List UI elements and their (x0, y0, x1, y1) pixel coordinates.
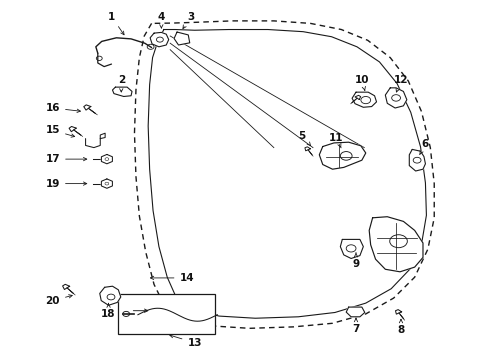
Text: 13: 13 (169, 334, 202, 348)
Polygon shape (150, 32, 168, 47)
Polygon shape (85, 133, 105, 148)
Text: 6: 6 (419, 139, 428, 154)
Text: 19: 19 (45, 179, 86, 189)
Polygon shape (101, 154, 112, 164)
Bar (118, 294, 215, 334)
Text: 15: 15 (45, 125, 75, 137)
Text: 20: 20 (45, 295, 72, 306)
Text: 8: 8 (397, 319, 404, 336)
Polygon shape (368, 217, 422, 272)
Text: 3: 3 (183, 12, 194, 28)
Text: 16: 16 (45, 103, 80, 113)
Polygon shape (340, 239, 363, 258)
Polygon shape (62, 284, 70, 289)
Polygon shape (319, 142, 365, 169)
Polygon shape (305, 147, 310, 151)
Text: 7: 7 (351, 318, 359, 334)
Text: 14: 14 (150, 273, 194, 283)
Text: 11: 11 (328, 132, 343, 148)
Polygon shape (385, 88, 406, 108)
Text: 10: 10 (354, 75, 368, 90)
Polygon shape (346, 307, 364, 317)
Polygon shape (354, 95, 360, 99)
Polygon shape (69, 126, 76, 132)
Polygon shape (101, 179, 112, 188)
Text: 5: 5 (298, 131, 310, 146)
Polygon shape (112, 87, 132, 96)
Text: 2: 2 (118, 75, 124, 92)
Polygon shape (83, 105, 91, 110)
Text: 4: 4 (157, 12, 165, 28)
Text: 12: 12 (393, 75, 407, 92)
Text: 18: 18 (101, 303, 116, 319)
Polygon shape (408, 149, 425, 171)
Text: 1: 1 (108, 12, 124, 35)
Polygon shape (351, 92, 376, 107)
Polygon shape (174, 32, 189, 45)
Polygon shape (100, 286, 121, 305)
Polygon shape (395, 310, 401, 314)
Text: 17: 17 (45, 154, 86, 164)
Text: 9: 9 (352, 253, 359, 269)
